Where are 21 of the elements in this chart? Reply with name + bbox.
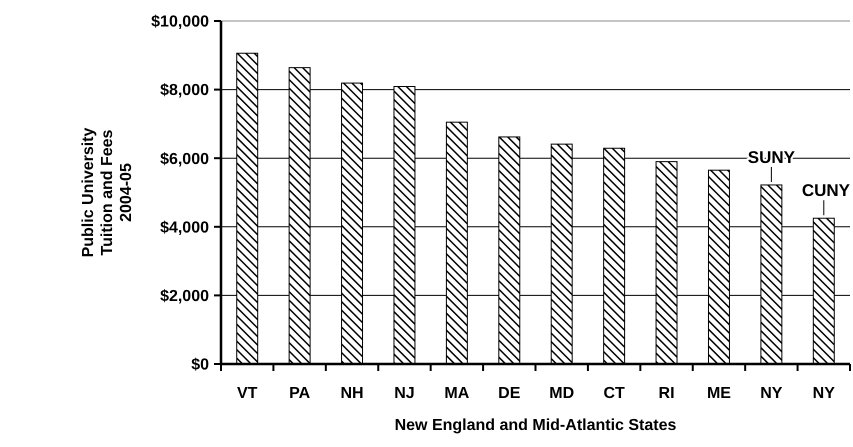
- y-tick-label: $8,000: [160, 82, 210, 100]
- x-tick-label: NY: [760, 385, 783, 402]
- x-tick-label: NH: [340, 385, 364, 402]
- annotation: CUNY: [802, 181, 851, 200]
- x-tick-label: VT: [236, 385, 258, 402]
- y-axis-title: Public University Tuition and Fees 2004-05: [80, 127, 136, 258]
- x-tick-label: MA: [444, 385, 470, 402]
- x-tick-label: NJ: [394, 385, 415, 402]
- y-tick-label: $0: [191, 356, 210, 374]
- y-tick-label: $6,000: [160, 150, 210, 168]
- y-tick-label: $10,000: [151, 14, 210, 31]
- y-tick-label: $2,000: [160, 288, 210, 305]
- x-tick-label: ME: [706, 385, 732, 402]
- x-tick-label: MD: [549, 385, 574, 402]
- x-axis-title: New England and Mid-Atlantic States: [394, 417, 676, 434]
- x-tick-label: CT: [603, 385, 626, 402]
- y-tick-label: $4,000: [160, 219, 210, 236]
- x-tick-label: RI: [658, 385, 675, 402]
- x-tick-label: NY: [812, 385, 836, 402]
- x-tick-label: PA: [289, 385, 311, 402]
- x-tick-label: DE: [498, 385, 521, 402]
